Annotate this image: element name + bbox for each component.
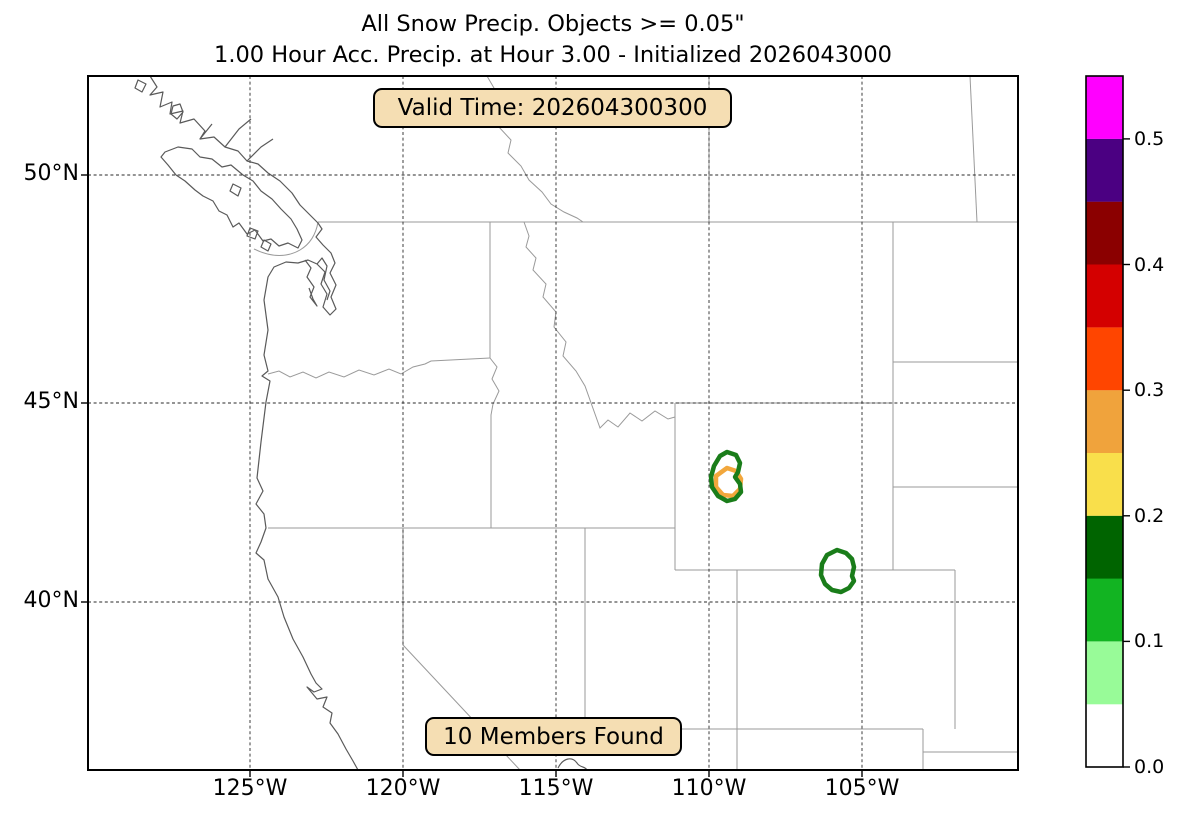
x-tick-label: 120°W: [365, 776, 441, 801]
x-tick-label: 115°W: [518, 776, 594, 801]
colorbar-tick-label: 0.1: [1134, 630, 1165, 652]
y-tick-label: 50°N: [23, 161, 79, 186]
y-tick-label: 40°N: [23, 588, 79, 613]
y-tick-label: 45°N: [23, 389, 79, 414]
colorbar-tick-label: 0.3: [1134, 379, 1165, 401]
colorbar-segment: [1086, 138, 1123, 202]
map-frame: [87, 75, 1019, 771]
figure-title: All Snow Precip. Objects >= 0.05" 1.00 H…: [88, 9, 1018, 71]
colorbar-segments: [1086, 76, 1123, 768]
colorbar-frame: [1085, 75, 1124, 768]
colorbar-tick-label: 0.2: [1134, 505, 1165, 527]
x-tick-label: 110°W: [671, 776, 747, 801]
title-line-2: 1.00 Hour Acc. Precip. at Hour 3.00 - In…: [214, 42, 892, 68]
colorbar-ticks: [1123, 138, 1130, 768]
colorbar-segment: [1086, 515, 1123, 579]
colorbar-segment: [1086, 327, 1123, 391]
title-line-1: All Snow Precip. Objects >= 0.05": [361, 11, 745, 37]
colorbar-segment: [1086, 201, 1123, 265]
colorbar-tick-label: 0.5: [1134, 128, 1165, 150]
colorbar-segment: [1086, 641, 1123, 705]
coastline: [134, 75, 588, 771]
members-found-box: 10 Members Found: [425, 717, 682, 756]
colorbar: [1085, 75, 1130, 768]
colorbar-segment: [1086, 704, 1123, 768]
x-tick-label: 105°W: [824, 776, 900, 801]
colorbar-tick-label: 0.4: [1134, 254, 1165, 276]
colorbar-segment: [1086, 264, 1123, 328]
valid-time-box: Valid Time: 202604300300: [373, 88, 732, 128]
snow-object-2-green-outline: [818, 547, 857, 595]
colorbar-segment: [1086, 452, 1123, 516]
x-tick-label: 125°W: [212, 776, 288, 801]
colorbar-segment: [1086, 76, 1123, 139]
snow-object-1-green-outline: [708, 449, 744, 504]
axis-ticks: [81, 174, 863, 777]
gridlines: [88, 76, 1018, 770]
state-borders: [253, 75, 1018, 771]
colorbar-segment: [1086, 578, 1123, 642]
colorbar-tick-label: 0.0: [1134, 756, 1165, 778]
snow-objects: [708, 449, 857, 595]
colorbar-segment: [1086, 390, 1123, 453]
